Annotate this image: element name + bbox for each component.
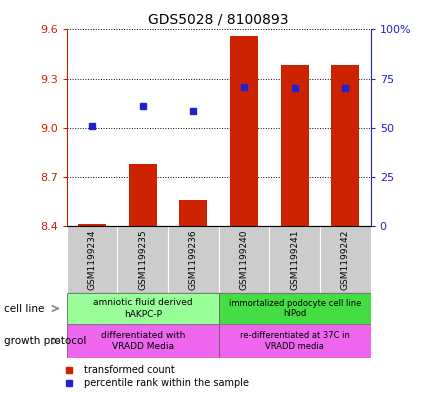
Text: GSM1199235: GSM1199235	[138, 229, 147, 290]
Text: GSM1199242: GSM1199242	[340, 229, 349, 290]
Text: cell line: cell line	[4, 303, 45, 314]
Text: differentiated with
VRADD Media: differentiated with VRADD Media	[100, 331, 184, 351]
Text: GSM1199234: GSM1199234	[87, 229, 96, 290]
Bar	[269, 226, 319, 293]
Bar	[117, 226, 168, 293]
Bar	[179, 200, 207, 226]
Text: transformed count: transformed count	[84, 365, 175, 375]
Bar	[67, 293, 218, 324]
Text: percentile rank within the sample: percentile rank within the sample	[84, 378, 249, 388]
Bar	[218, 293, 370, 324]
Bar	[218, 324, 370, 358]
Text: GSM1199240: GSM1199240	[239, 229, 248, 290]
Bar	[67, 324, 218, 358]
Text: GSM1199236: GSM1199236	[188, 229, 197, 290]
Bar	[168, 226, 218, 293]
Bar	[331, 66, 359, 226]
Text: re-differentiated at 37C in
VRADD media: re-differentiated at 37C in VRADD media	[239, 331, 349, 351]
Text: growth protocol: growth protocol	[4, 336, 86, 346]
Bar	[67, 226, 117, 293]
Bar	[78, 224, 106, 226]
Text: GSM1199241: GSM1199241	[289, 229, 298, 290]
Bar	[230, 36, 258, 226]
Bar	[319, 226, 370, 293]
Bar	[218, 226, 269, 293]
Text: amniotic fluid derived
hAKPC-P: amniotic fluid derived hAKPC-P	[93, 298, 192, 319]
Bar	[280, 66, 308, 226]
Bar	[129, 164, 157, 226]
Text: immortalized podocyte cell line
hIPod: immortalized podocyte cell line hIPod	[228, 299, 360, 318]
Title: GDS5028 / 8100893: GDS5028 / 8100893	[148, 13, 288, 27]
